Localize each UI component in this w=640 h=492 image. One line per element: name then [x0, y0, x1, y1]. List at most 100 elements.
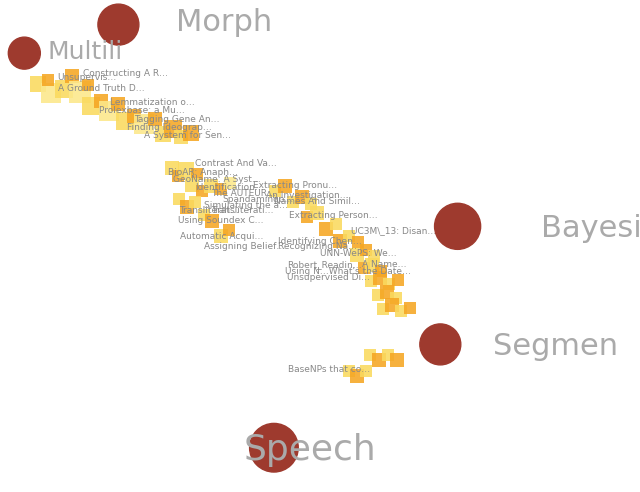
- Bar: [191, 168, 203, 180]
- Bar: [69, 82, 91, 103]
- Bar: [382, 349, 394, 361]
- Bar: [376, 265, 387, 277]
- Bar: [295, 190, 309, 204]
- Text: UC3M\_13: Disan…: UC3M\_13: Disan…: [351, 226, 436, 235]
- Text: Identifying Chen…: Identifying Chen…: [278, 237, 362, 246]
- Bar: [223, 224, 235, 236]
- Bar: [65, 69, 79, 83]
- Text: Recognizing Na…: Recognizing Na…: [278, 243, 357, 251]
- Bar: [404, 302, 415, 313]
- Bar: [333, 234, 348, 248]
- Bar: [134, 114, 154, 134]
- Bar: [174, 130, 188, 144]
- Bar: [155, 126, 172, 142]
- Ellipse shape: [420, 324, 461, 365]
- Bar: [94, 94, 108, 108]
- Bar: [390, 292, 401, 304]
- Bar: [305, 198, 317, 210]
- Text: Transliterat…: Transliterat…: [179, 206, 239, 215]
- Text: Constructing A R…: Constructing A R…: [83, 69, 168, 78]
- Bar: [214, 229, 228, 243]
- Text: Contrast And Va…: Contrast And Va…: [195, 159, 277, 168]
- Bar: [164, 161, 179, 175]
- Bar: [164, 120, 182, 138]
- Text: GeoName: A Syst…: GeoName: A Syst…: [173, 175, 260, 184]
- Text: Transliterati…: Transliterati…: [211, 206, 274, 215]
- Bar: [183, 125, 198, 141]
- Bar: [287, 196, 299, 208]
- Bar: [148, 112, 162, 126]
- Text: Simulating the a…: Simulating the a…: [204, 201, 287, 210]
- Bar: [353, 236, 364, 248]
- Text: A Ground Truth D…: A Ground Truth D…: [58, 84, 144, 93]
- Bar: [111, 97, 125, 111]
- Text: Names And Simil…: Names And Simil…: [274, 197, 360, 206]
- Bar: [343, 366, 355, 377]
- Text: Tagging Gene An…: Tagging Gene An…: [134, 115, 220, 123]
- Bar: [364, 349, 376, 361]
- Text: Multili: Multili: [48, 40, 124, 63]
- Bar: [395, 305, 406, 317]
- Bar: [385, 298, 399, 312]
- Text: Spandamingo…: Spandamingo…: [223, 195, 294, 204]
- Bar: [369, 250, 380, 262]
- Bar: [269, 185, 281, 197]
- Text: Unsupervis…: Unsupervis…: [58, 73, 117, 82]
- Bar: [373, 271, 387, 285]
- Bar: [116, 112, 134, 129]
- Text: A System for Sen…: A System for Sen…: [144, 131, 231, 140]
- Text: Speech: Speech: [243, 433, 376, 467]
- Bar: [360, 244, 372, 256]
- Bar: [310, 206, 324, 219]
- Text: Bayesi: Bayesi: [541, 215, 640, 243]
- Bar: [99, 101, 119, 121]
- Text: Morph: Morph: [176, 8, 272, 36]
- Bar: [31, 76, 47, 92]
- Bar: [185, 178, 199, 191]
- Bar: [225, 177, 236, 189]
- Bar: [127, 109, 141, 123]
- Ellipse shape: [8, 37, 40, 69]
- Bar: [83, 79, 94, 91]
- Bar: [377, 303, 388, 315]
- Text: Prolexbase: a Mu…: Prolexbase: a Mu…: [99, 106, 185, 115]
- Text: BioAR: Anaph…: BioAR: Anaph…: [168, 168, 237, 177]
- Text: An Investigation…: An Investigation…: [266, 191, 348, 200]
- Bar: [204, 179, 218, 193]
- Bar: [173, 193, 185, 205]
- Bar: [383, 278, 395, 290]
- Ellipse shape: [98, 4, 139, 45]
- Bar: [198, 209, 209, 221]
- Text: Robert_Readin…: Robert_Readin…: [287, 260, 362, 269]
- Text: BaseNPs that co…: BaseNPs that co…: [288, 366, 370, 374]
- Bar: [196, 185, 207, 197]
- Text: Assigning Belief…: Assigning Belief…: [204, 243, 285, 251]
- Ellipse shape: [435, 203, 481, 249]
- Bar: [365, 276, 377, 287]
- Text: Identification…: Identification…: [195, 184, 264, 192]
- Bar: [358, 262, 369, 274]
- Text: Finding Ideograp…: Finding Ideograp…: [127, 123, 211, 132]
- Bar: [344, 230, 355, 242]
- Bar: [380, 285, 394, 299]
- Text: Segmen: Segmen: [493, 333, 618, 361]
- Text: Unsupervised Di…: Unsupervised Di…: [287, 274, 370, 282]
- Text: The AUTEUR…: The AUTEUR…: [211, 189, 276, 198]
- Bar: [42, 74, 54, 86]
- Bar: [360, 366, 372, 377]
- Bar: [41, 84, 61, 103]
- Bar: [350, 369, 364, 383]
- Text: Automatic Acqui…: Automatic Acqui…: [180, 232, 264, 241]
- Bar: [216, 184, 227, 195]
- Bar: [330, 218, 342, 230]
- Bar: [350, 248, 364, 262]
- Ellipse shape: [250, 424, 298, 472]
- Bar: [177, 162, 193, 178]
- Bar: [278, 179, 292, 193]
- Text: Extracting Pronu…: Extracting Pronu…: [253, 182, 337, 190]
- Text: Extracting Person…: Extracting Person…: [289, 211, 378, 220]
- Bar: [301, 212, 313, 223]
- Text: Using Soundex C…: Using Soundex C…: [178, 216, 264, 225]
- Bar: [392, 275, 404, 286]
- Bar: [205, 215, 220, 228]
